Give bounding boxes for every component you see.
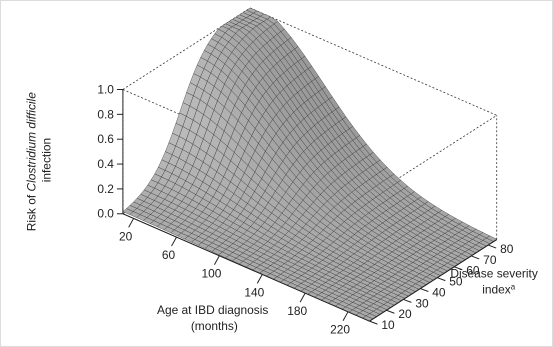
z-tick-label: 0.6 (97, 132, 114, 146)
z-axis-label-italic: Clostridium difficile (24, 92, 38, 192)
y-tick-label: 80 (500, 242, 514, 256)
z-tick-label: 0.2 (97, 182, 114, 196)
y-tick (488, 244, 497, 249)
x-axis-line (122, 213, 370, 322)
y-axis-label-line2: indexa (482, 282, 516, 296)
y-tick-label: 60 (466, 264, 480, 278)
y-tick-label: 30 (415, 296, 429, 310)
y-axis-label-superscript: a (511, 282, 516, 291)
box-edge (249, 7, 497, 116)
z-axis-label: Risk of Clostridium difficile infection (24, 89, 53, 231)
x-axis-label: Age at IBD diagnosis (months) (157, 303, 272, 333)
y-tick-label: 40 (432, 285, 446, 299)
y-tick-label: 10 (381, 318, 395, 332)
z-axis: 0.0 0.2 0.4 0.6 0.8 1.0 (97, 82, 124, 221)
x-tick (213, 255, 220, 265)
y-tick (471, 255, 480, 260)
x-tick-label: 220 (330, 323, 350, 337)
z-tick-label: 0.0 (97, 207, 114, 221)
z-tick-label: 1.0 (97, 82, 114, 96)
x-tick (342, 311, 349, 321)
x-axis-label-line2: (months) (191, 319, 238, 333)
z-axis-label-prefix: Risk of (24, 192, 38, 232)
x-tick-label: 100 (201, 267, 221, 281)
y-tick-label: 70 (483, 253, 497, 267)
y-tick (437, 277, 446, 282)
x-tick-label: 140 (244, 285, 264, 299)
y-axis-label: Disease severity indexa (450, 266, 541, 296)
x-tick-label: 20 (119, 229, 133, 243)
x-axis-label-line1: Age at IBD diagnosis (157, 303, 268, 317)
y-axis-line (369, 239, 497, 322)
y-tick (386, 309, 395, 314)
y-axis-label-line1: Disease severity (450, 266, 537, 280)
y-tick (454, 266, 463, 271)
x-axis: 20 60 100 140 180 220 (119, 213, 370, 337)
y-tick-label: 50 (449, 275, 463, 289)
surface-mesh (122, 7, 498, 322)
x-tick (256, 274, 263, 284)
x-tick (128, 218, 135, 228)
y-tick (403, 298, 412, 303)
z-tick-label: 0.4 (97, 157, 114, 171)
x-tick-label: 180 (287, 304, 307, 318)
x-tick (171, 236, 177, 247)
y-tick (369, 320, 378, 325)
y-tick (420, 288, 429, 292)
x-tick (299, 292, 306, 303)
z-axis-label-suffix: infection (39, 138, 53, 182)
y-tick-label: 20 (398, 307, 412, 321)
box-edge (122, 7, 251, 90)
z-tick-label: 0.8 (97, 107, 114, 121)
x-tick-label: 60 (162, 248, 176, 262)
